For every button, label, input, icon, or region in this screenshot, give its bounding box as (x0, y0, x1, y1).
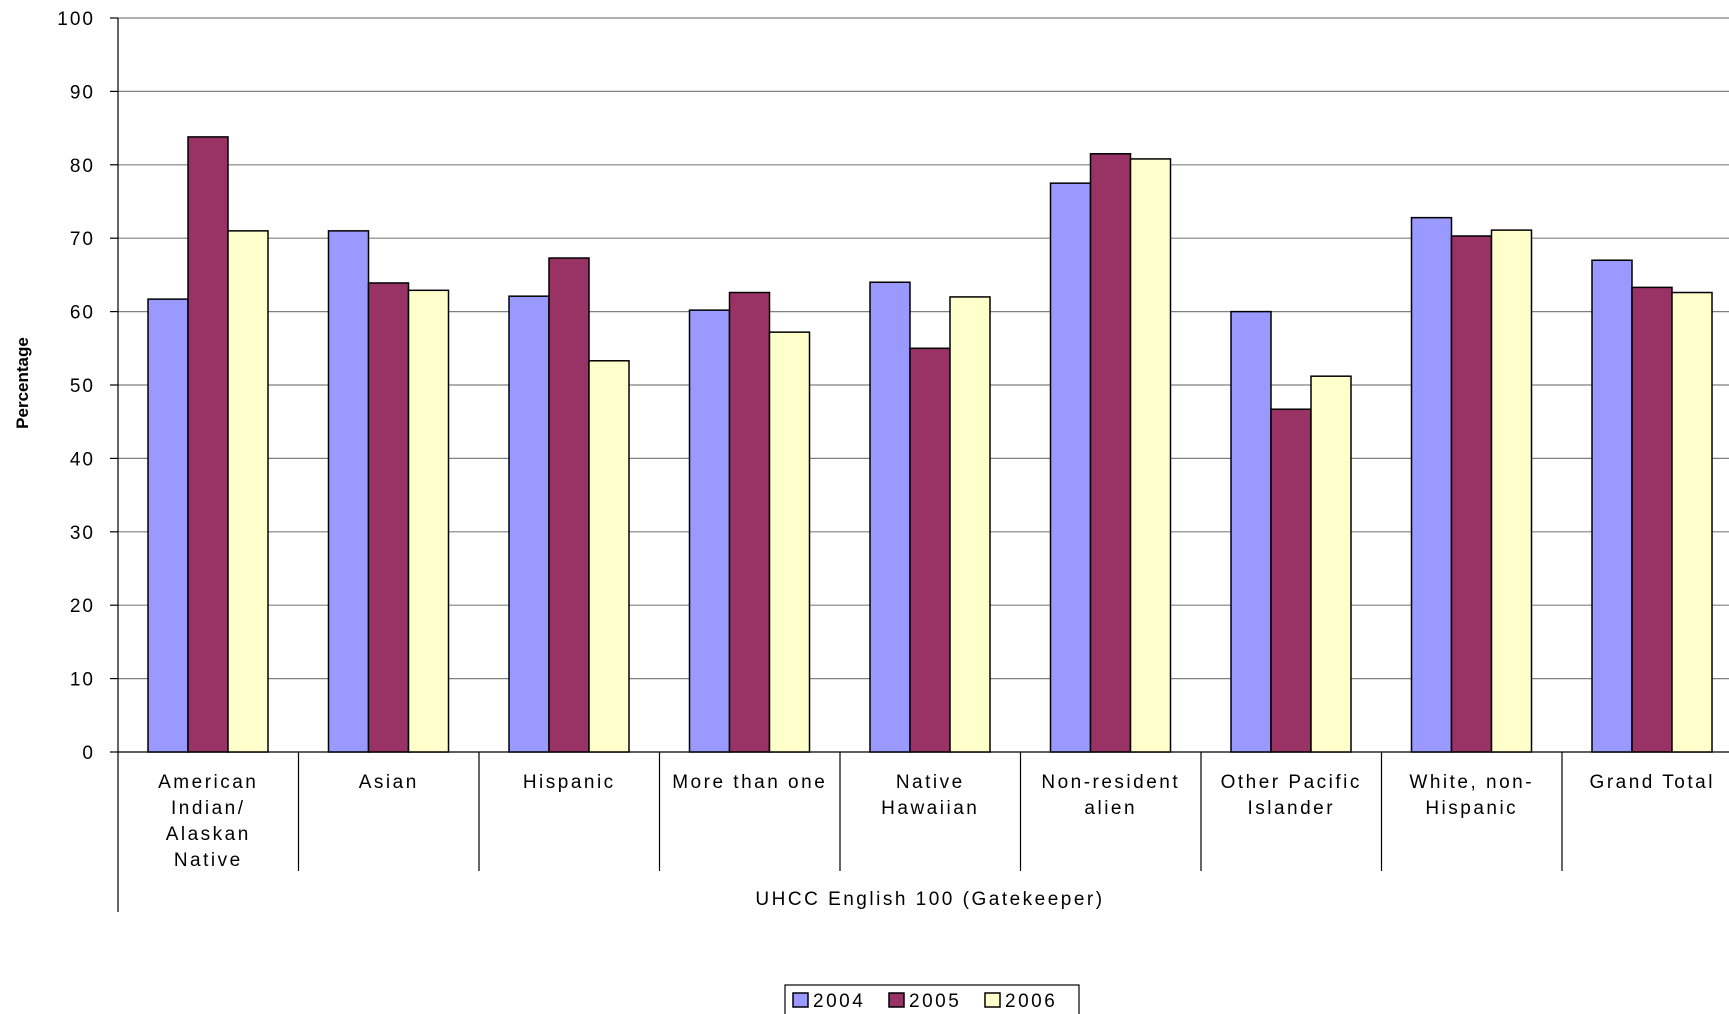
legend-box (784, 984, 1080, 1014)
category-label: Other Pacific (1221, 772, 1362, 793)
bar-2004-7 (1410, 216, 1453, 753)
bar-2005-1 (367, 282, 410, 753)
bar-2004-1 (327, 230, 370, 753)
bar-2004-2 (508, 295, 550, 753)
bar-2006-2 (588, 360, 630, 753)
y-axis-label: Percentage (13, 337, 32, 429)
category-label: Alaskan (166, 824, 251, 845)
x-axis-group-label: UHCC English 100 (Gatekeeper) (755, 889, 1104, 910)
y-tick-label: 10 (70, 670, 95, 691)
category-label: Hispanic (1425, 798, 1518, 819)
bar-2005-5 (1089, 153, 1132, 753)
legend-label-2005: 2005 (909, 991, 961, 1012)
bar-2005-2 (548, 257, 590, 753)
y-tick-label: 60 (70, 303, 95, 324)
bar-2006-1 (407, 289, 450, 753)
bar-2004-5 (1049, 182, 1092, 753)
category-labels: American Indian/Alaskan Native Asian Hispani… (158, 772, 1715, 871)
category-label: Indian/ (171, 798, 246, 819)
category-label: Native (896, 772, 965, 793)
legend-swatch-2006 (984, 992, 1001, 1008)
bar-2004-3 (688, 309, 731, 753)
bar-2005-3 (728, 291, 771, 753)
category-label: White, non- (1409, 772, 1534, 793)
y-tick-label: 50 (70, 376, 95, 397)
y-tick-label: 100 (57, 9, 95, 30)
category-label: Native (174, 850, 243, 871)
bar-2004-0 (147, 298, 189, 753)
bar-2006-5 (1129, 158, 1172, 753)
bar-2005-8 (1631, 286, 1673, 753)
bar-2005-0 (187, 136, 229, 753)
y-tick-label: 30 (70, 523, 95, 544)
legend-label-2004: 2004 (813, 991, 865, 1012)
bar-2005-4 (909, 347, 951, 753)
bar-2006-7 (1490, 229, 1533, 753)
y-tick-label: 40 (70, 449, 95, 470)
legend-swatch-2005 (888, 992, 905, 1008)
bar-2006-6 (1310, 375, 1352, 753)
y-tick-label: 0 (82, 743, 95, 764)
legend-label-2006: 2006 (1005, 991, 1057, 1012)
y-tick-labels: 0 10 20 30 40 50 60 70 80 90 100 (57, 9, 95, 764)
bar-2006-3 (768, 331, 811, 753)
category-label: Hawaiian (881, 798, 979, 819)
bar-2004-6 (1230, 310, 1272, 753)
bar-2005-6 (1270, 408, 1312, 753)
category-label: Hispanic (523, 772, 616, 793)
bar-2005-7 (1450, 235, 1493, 753)
legend: 2004 2005 2006 (784, 984, 1080, 1014)
category-label: Grand Total (1590, 772, 1715, 793)
category-label: Non-resident (1041, 772, 1180, 793)
y-tick-label: 90 (70, 82, 95, 103)
bar-2006-0 (227, 230, 269, 753)
category-label: Asian (359, 772, 419, 793)
bar-2004-8 (1591, 259, 1633, 753)
legend-swatch-2004 (792, 992, 809, 1008)
bars (147, 136, 1713, 753)
bar-2006-8 (1671, 291, 1713, 753)
y-tick-label: 20 (70, 596, 95, 617)
bar-2004-4 (869, 281, 911, 753)
y-tick-label: 80 (70, 156, 95, 177)
category-label: alien (1084, 798, 1137, 819)
bar-2006-4 (949, 296, 991, 753)
category-label: American (158, 772, 258, 793)
y-tick-label: 70 (70, 229, 95, 250)
category-label: Islander (1247, 798, 1335, 819)
category-label: More than one (672, 772, 827, 793)
